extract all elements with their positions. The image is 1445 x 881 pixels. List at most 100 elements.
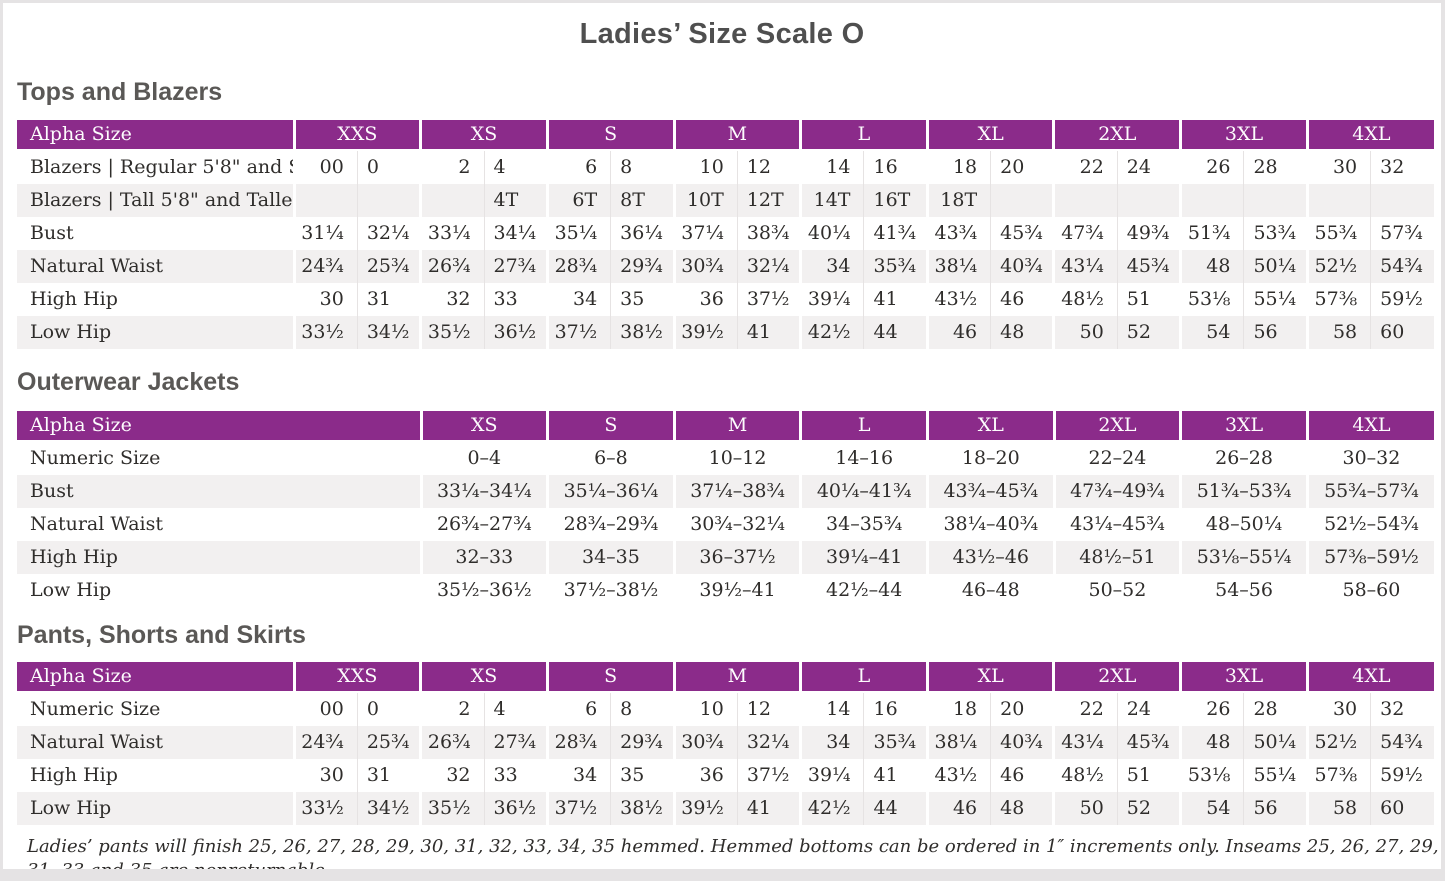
size-column-header-xl: XL	[926, 411, 1055, 442]
size-cell: 34	[799, 250, 864, 283]
size-cell: 43¾–45¾	[926, 475, 1055, 508]
size-cell: 4	[483, 150, 548, 184]
size-cell: 22–24	[1052, 441, 1181, 475]
size-cell: 55¼	[1243, 759, 1308, 792]
size-column-header-4xl: 4XL	[1305, 120, 1434, 151]
size-cell: 35¾	[863, 250, 928, 283]
size-cell: 35½–36½	[419, 574, 548, 607]
size-cell: 33	[483, 283, 548, 316]
size-cell: 46–48	[926, 574, 1055, 607]
row-label: Natural Waist	[30, 513, 164, 535]
size-cell: 36–37½	[672, 541, 801, 574]
size-column-header-xl: XL	[925, 120, 1054, 151]
size-cell: 48	[990, 316, 1054, 349]
size-column-header-xs: XS	[419, 120, 548, 151]
size-cell: 39¼	[799, 283, 864, 316]
size-cell: 18	[925, 692, 991, 726]
size-cell: 49¾	[1116, 217, 1181, 250]
size-cell: 54–56	[1179, 574, 1308, 607]
size-cell: 34–35¾	[799, 508, 928, 541]
row-label: Blazers | Tall 5'8" and Taller	[17, 184, 294, 217]
size-cell: 41	[736, 316, 801, 349]
size-cell: 53⅛–55¼	[1179, 541, 1308, 574]
section-heading-tops-and-blazers: Tops and Blazers	[17, 78, 223, 106]
size-cell: 30¾	[672, 250, 738, 283]
size-cell: 60	[1370, 792, 1434, 825]
table-row: Natural Waist 24¾ 25¾ 26¾ 27¾ 28¾ 29¾ 30¾ 32¼ 34 3…	[17, 250, 1434, 283]
size-cell: 26	[1179, 150, 1244, 184]
size-cell: 40¾	[990, 250, 1054, 283]
size-cell: 48	[1179, 726, 1244, 759]
size-column-header-s: S	[545, 120, 674, 151]
size-cell: 24	[1116, 150, 1181, 184]
size-column-header-xxs: XXS	[292, 120, 421, 151]
size-cell	[1179, 184, 1244, 217]
row-label: Low Hip	[17, 792, 294, 825]
pants-shorts-skirts-table: Alpha Size XXS XS S M L XL 2XL 3XL 4XL Numeric Siz…	[17, 662, 1434, 825]
size-cell: 00	[292, 692, 358, 726]
size-cell: 57¾	[1370, 217, 1434, 250]
size-cell: 60	[1370, 316, 1434, 349]
size-cell: 26–28	[1179, 441, 1308, 475]
size-cell: 33	[483, 759, 548, 792]
size-cell: 16	[863, 692, 928, 726]
size-cell: 12T	[736, 184, 801, 217]
size-cell: 30¾–32¼	[672, 508, 801, 541]
row-label: High Hip	[17, 541, 421, 574]
size-cell: 26¾–27¾	[419, 508, 548, 541]
size-cell: 18T	[925, 184, 991, 217]
size-cell: 44	[863, 316, 928, 349]
size-cell: 43¼	[1052, 250, 1118, 283]
size-cell: 8	[610, 150, 674, 184]
size-cell: 53¾	[1243, 217, 1308, 250]
size-cell: 56	[1243, 792, 1308, 825]
size-cell: 38½	[610, 316, 674, 349]
size-cell: 50¼	[1243, 250, 1308, 283]
size-cell: 18–20	[926, 441, 1055, 475]
size-cell: 42½	[799, 792, 864, 825]
size-cell: 54	[1179, 316, 1244, 349]
size-cell: 35¼	[545, 217, 611, 250]
size-cell: 43¾	[925, 217, 991, 250]
size-cell	[1052, 184, 1118, 217]
size-cell: 39½–41	[672, 574, 801, 607]
size-cell: 36	[672, 283, 738, 316]
size-cell: 37½	[545, 316, 611, 349]
size-cell: 6	[545, 692, 611, 726]
size-cell	[1370, 184, 1434, 217]
size-cell: 30	[1305, 150, 1371, 184]
size-cell: 50	[1052, 792, 1118, 825]
size-cell: 4	[483, 692, 548, 726]
tops-and-blazers-table: Alpha Size XXS XS S M L XL 2XL 3XL 4XL Blazers | R…	[17, 120, 1434, 349]
size-cell: 34½	[356, 316, 421, 349]
size-cell: 45¾	[1116, 250, 1181, 283]
size-cell: 36	[672, 759, 738, 792]
size-cell: 51¾	[1179, 217, 1244, 250]
size-cell: 52	[1116, 792, 1181, 825]
alpha-size-header: Alpha Size	[17, 120, 294, 151]
size-cell: 33½	[292, 316, 358, 349]
size-cell: 42½	[799, 316, 864, 349]
size-cell: 48½	[1052, 283, 1118, 316]
size-cell: 41¾	[863, 217, 928, 250]
size-cell: 32–33	[419, 541, 548, 574]
size-cell	[1243, 184, 1308, 217]
size-cell: 36½	[483, 792, 548, 825]
size-cell	[356, 184, 421, 217]
size-cell: 41	[736, 792, 801, 825]
size-cell: 46	[990, 759, 1054, 792]
size-cell: 41	[863, 283, 928, 316]
size-cell: 47¾–49¾	[1052, 475, 1181, 508]
size-cell: 34¼	[483, 217, 548, 250]
size-cell: 37¼	[672, 217, 738, 250]
table-row: Natural Waist 26¾–27¾ 28¾–29¾ 30¾–32¼ 34–35¾…	[17, 508, 1434, 541]
size-cell: 10	[672, 150, 738, 184]
size-cell: 8T	[610, 184, 674, 217]
size-cell: 57⅜–59½	[1305, 541, 1434, 574]
table-row: High Hip 30 31 32 33 34 35 36 37½ 39¼ 41 43½ 46 48½ 51…	[17, 759, 1434, 792]
size-cell: 22	[1052, 692, 1118, 726]
size-cell: 40¼–41¾	[799, 475, 928, 508]
page-title: Ladies’ Size Scale O	[579, 18, 865, 50]
size-cell: 22	[1052, 150, 1118, 184]
size-cell: 25¾	[356, 726, 421, 759]
